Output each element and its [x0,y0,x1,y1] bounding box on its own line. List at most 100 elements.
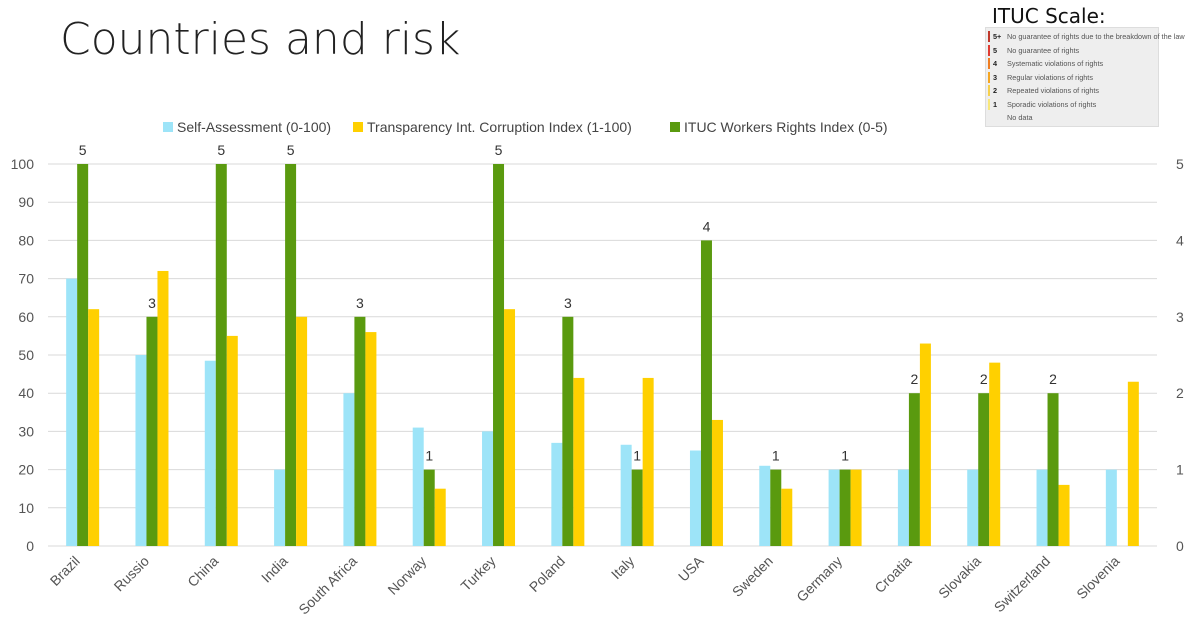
bar [562,316,574,546]
legend-swatch [353,122,363,132]
category-label: China [184,553,221,590]
data-label: 3 [148,295,156,311]
y-left-tick-label: 50 [18,347,34,363]
category-label: Russio [111,553,153,595]
bar [285,164,297,546]
y-left-tick-label: 70 [18,271,34,287]
y-left-tick-label: 20 [18,462,34,478]
y-left-tick-label: 40 [18,385,34,401]
data-label: 4 [703,218,711,234]
bar [412,427,424,546]
bar [781,488,793,546]
category-label: Slovenia [1073,553,1122,602]
bar [850,469,862,546]
bar [631,469,643,546]
bar [828,469,840,546]
data-label: 2 [980,371,988,387]
ituc-scale-row: 3 Regular violations of rights [988,71,1093,84]
ituc-scale-color-mark [988,85,990,96]
bar [226,335,238,546]
y-right-tick-label: 3 [1176,309,1184,325]
bar [839,469,851,546]
bar [343,393,355,546]
bar [989,362,1001,546]
data-label: 1 [633,448,641,464]
bar [919,343,931,546]
bar [204,360,216,546]
data-label: 1 [425,448,433,464]
data-label: 5 [287,142,295,158]
category-label: Turkey [457,553,498,594]
bar [146,316,158,546]
bar [423,469,435,546]
category-label: Slovakia [935,553,984,602]
bar [573,377,585,546]
ituc-scale-color-mark [988,31,990,42]
ituc-scale-text: Repeated violations of rights [1007,86,1100,95]
data-label: 5 [217,142,225,158]
y-right-tick-label: 0 [1176,538,1184,554]
bar [711,419,723,546]
data-label: 1 [841,448,849,464]
ituc-scale-level: 5+ [993,32,1002,41]
y-left-tick-label: 30 [18,423,34,439]
bar [897,469,909,546]
ituc-scale-color-mark [988,112,990,123]
ituc-scale-text: No guarantee of rights due to the breakd… [1007,32,1185,41]
category-label: India [258,553,291,586]
ituc-scale-text: No data [1007,113,1033,122]
y-left-tick-label: 80 [18,232,34,248]
data-label: 5 [79,142,87,158]
ituc-scale-color-mark [988,44,990,56]
y-right-tick-label: 4 [1176,232,1184,248]
bar [482,431,494,546]
bar [1127,381,1139,546]
y-left-tick-label: 100 [11,156,35,172]
ituc-scale-row: 1 Sporadic violations of rights [988,98,1096,111]
ituc-scale-color-mark [988,71,990,83]
bar [365,332,377,546]
category-label: Italy [608,553,637,582]
category-label: Croatia [871,553,914,596]
ituc-scale-level: 5 [993,45,998,55]
bar [978,393,990,546]
bar [689,450,701,546]
ituc-scale-level: 4 [993,59,998,68]
y-left-tick-label: 60 [18,309,34,325]
bar [700,240,712,546]
bar [77,164,89,546]
bar [551,442,563,546]
category-label: Brazil [47,553,83,589]
legend-swatch [670,122,680,132]
bar [1036,469,1048,546]
ituc-scale-legend: 5+ No guarantee of rights due to the brea… [985,27,1185,127]
y-left-tick-label: 10 [18,500,34,516]
bar [759,465,771,546]
bar [1058,484,1070,546]
category-label: Norway [384,553,429,598]
ituc-scale-level: 2 [993,86,998,95]
y-right-tick-label: 1 [1176,462,1184,478]
ituc-scale-title: ITUC Scale: [992,4,1106,28]
bar [1047,393,1059,546]
ituc-scale-color-mark [988,98,990,110]
bar [135,355,147,546]
ituc-scale-row: 2 Repeated violations of rights [988,84,1099,97]
bar [88,309,100,546]
ituc-scale-level: 3 [993,72,998,82]
legend-label: ITUC Workers Rights Index (0-5) [684,119,888,135]
ituc-scale-row: No data [988,111,1033,124]
bar [967,469,979,546]
ituc-scale-text: Sporadic violations of rights [1007,99,1097,109]
category-label: Poland [526,553,568,595]
y-right-tick-label: 5 [1176,156,1184,172]
category-label: Germany [793,553,845,605]
bar [770,469,782,546]
category-label: Sweden [729,553,776,600]
data-label: 5 [495,142,503,158]
bar [620,444,632,546]
bar [642,377,654,546]
bar [296,316,308,546]
ituc-scale-text: Systematic violations of rights [1007,59,1104,68]
